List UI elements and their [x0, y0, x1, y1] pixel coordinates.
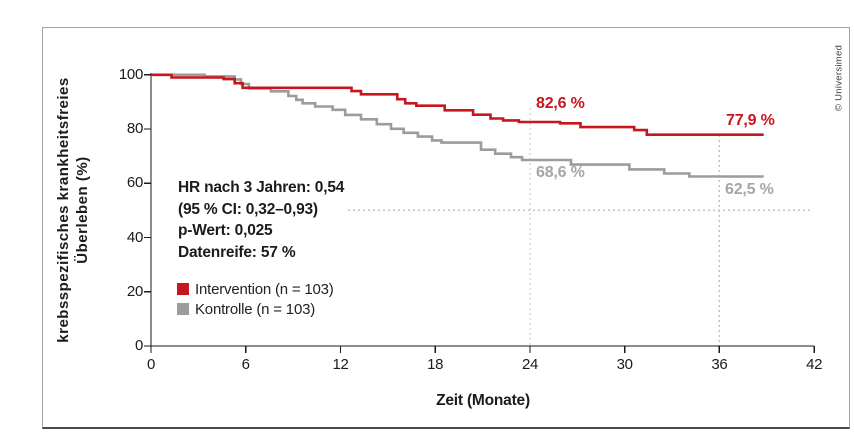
figure-frame — [42, 27, 850, 429]
stats-box: HR nach 3 Jahren: 0,54 (95 % CI: 0,32–0,… — [178, 177, 344, 263]
y-tick-label-40: 40 — [126, 228, 143, 246]
annotation-kontrolle-24m: 68,6 % — [536, 164, 585, 181]
x-axis-title: Zeit (Monate) — [436, 392, 530, 409]
y-axis-title: krebsspezifisches krankheitsfreies Überl… — [54, 77, 92, 342]
annotation-intervention-36m: 77,9 % — [726, 112, 775, 129]
intervention-curve — [151, 73, 764, 136]
x-tick-label-30: 30 — [616, 356, 633, 373]
legend-row-intervention: Intervention (n = 103) — [177, 279, 334, 299]
stats-data-maturity: Datenreife: 57 % — [178, 243, 296, 261]
y-tick-label-100: 100 — [118, 65, 143, 83]
x-tick-label-36: 36 — [711, 356, 728, 373]
x-tick-label-42: 42 — [806, 356, 823, 373]
intervention-swatch-icon — [177, 283, 189, 295]
y-tick-label-20: 20 — [126, 282, 143, 300]
x-tick-label-18: 18 — [427, 356, 444, 373]
annotation-kontrolle-36m: 62,5 % — [725, 181, 774, 198]
stats-confidence-interval: (95 % CI: 0,32–0,93) — [178, 200, 318, 218]
legend: Intervention (n = 103) Kontrolle (n = 10… — [177, 279, 334, 319]
legend-label-intervention: Intervention (n = 103) — [195, 280, 334, 298]
x-tick-label-6: 6 — [241, 356, 250, 373]
copyright-credit: © Universimed — [833, 44, 845, 112]
y-axis-title-line1: krebsspezifisches krankheitsfreies — [55, 77, 72, 343]
annotation-intervention-24m: 82,6 % — [536, 95, 585, 112]
y-tick-label-0: 0 — [134, 337, 143, 354]
kontrolle-swatch-icon — [177, 303, 189, 315]
kontrolle-curve — [151, 73, 764, 178]
x-tick-label-12: 12 — [332, 356, 349, 373]
x-tick-label-0: 0 — [146, 356, 156, 373]
y-tick-label-80: 80 — [126, 120, 143, 137]
y-tick-label-60: 60 — [126, 174, 143, 192]
y-axis-title-line2: Überleben (%) — [74, 156, 91, 264]
legend-label-kontrolle: Kontrolle (n = 103) — [195, 300, 316, 318]
legend-row-kontrolle: Kontrolle (n = 103) — [177, 299, 334, 319]
stats-p-value: p-Wert: 0,025 — [178, 222, 273, 239]
x-tick-label-24: 24 — [521, 356, 539, 373]
stats-hazard-ratio: HR nach 3 Jahren: 0,54 — [178, 179, 345, 196]
